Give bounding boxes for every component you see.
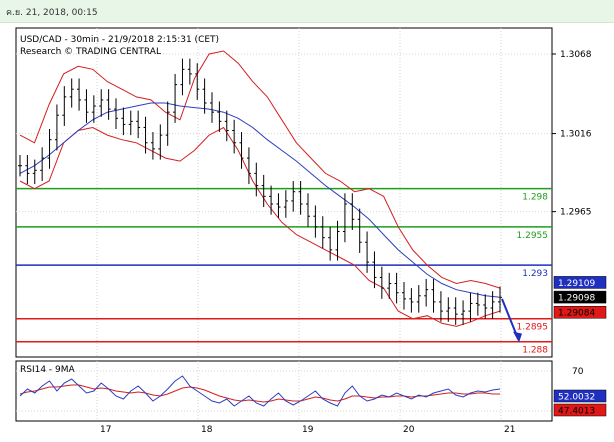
rsi-line xyxy=(19,375,501,407)
y-axis-labels: 1.3068 1.3016 1.2965 1.29109 1.29098 1.29084 7… xyxy=(553,50,607,417)
candles xyxy=(18,58,502,325)
level-label: 1.293 xyxy=(522,269,548,279)
arrow-shaft xyxy=(501,298,519,340)
price-tag-label: 1.29098 xyxy=(558,294,595,304)
x-tick-label: 21 xyxy=(504,425,515,435)
price-tag xyxy=(553,290,607,304)
price-tag xyxy=(553,276,607,289)
upper-band xyxy=(19,50,501,289)
chart-title: USD/CAD - 30min - 21/9/2018 2:15:31 (CET… xyxy=(20,35,219,45)
x-tick-label: 18 xyxy=(201,425,213,435)
x-tick-label: 20 xyxy=(403,425,415,435)
moving-average xyxy=(19,102,501,298)
rsi-tag xyxy=(553,389,607,403)
rsi-tag xyxy=(553,403,607,417)
forecast-arrow xyxy=(501,298,522,343)
rsi-plot-frame xyxy=(15,360,553,422)
main-plot-frame xyxy=(15,27,553,358)
arrow-head xyxy=(513,331,522,343)
price-tag-label: 1.29084 xyxy=(558,309,595,319)
y-tick-label: 1.3016 xyxy=(560,130,592,140)
level-label: 1.2895 xyxy=(517,323,549,333)
rsi-tick-label: 70 xyxy=(572,367,584,377)
price-chart: 1.298 1.2955 1.293 1.2895 1.288 1.3068 1.3016… xyxy=(15,27,607,435)
rsi-tag-label: 52.0032 xyxy=(558,393,595,403)
price-tag-label: 1.29109 xyxy=(558,279,595,289)
x-tick-label: 17 xyxy=(100,425,111,435)
x-axis-labels: 17 18 19 20 21 xyxy=(100,425,515,435)
ma-line xyxy=(19,102,501,298)
lower-band xyxy=(19,126,501,327)
price-tag xyxy=(553,305,607,319)
grid xyxy=(16,28,556,421)
support-resistance-levels: 1.298 1.2955 1.293 1.2895 1.288 xyxy=(16,187,552,356)
level-label: 1.2955 xyxy=(517,231,549,241)
level-label: 1.288 xyxy=(522,346,548,356)
rsi-tag-label: 47.4013 xyxy=(558,407,595,417)
x-tick-label: 19 xyxy=(302,425,314,435)
rsi-ma-line xyxy=(19,384,500,403)
rsi-lines xyxy=(19,375,501,407)
y-tick-label: 1.2965 xyxy=(560,208,592,218)
timestamp-label: ค.ย. 21, 2018, 00:15 xyxy=(6,8,98,18)
chart-subtitle: Research © TRADING CENTRAL xyxy=(20,47,161,57)
top-bar: ค.ย. 21, 2018, 00:15 xyxy=(0,0,614,23)
bollinger-bands xyxy=(19,50,501,327)
rsi-label: RSI14 - 9MA xyxy=(20,365,76,375)
y-tick-label: 1.3068 xyxy=(560,50,592,60)
level-label: 1.298 xyxy=(522,193,548,203)
